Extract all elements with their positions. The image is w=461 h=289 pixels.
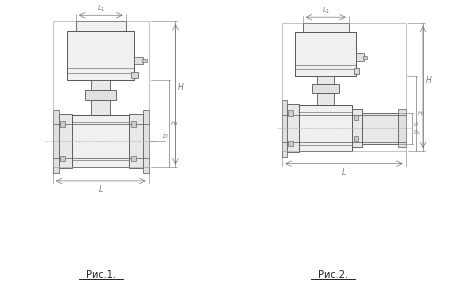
Bar (295, 32, 356, 76)
Bar (131, 155, 136, 161)
Text: $H$: $H$ (177, 81, 185, 92)
Bar (354, 68, 359, 74)
Bar (91, 99, 110, 115)
Bar (287, 104, 300, 152)
Text: $H_1$: $H_1$ (170, 119, 179, 128)
Bar (53, 21, 148, 168)
Bar (282, 99, 287, 157)
Bar (85, 90, 116, 99)
Bar (300, 105, 352, 151)
Bar (303, 23, 349, 32)
Bar (352, 109, 362, 147)
Bar (134, 57, 143, 64)
Text: $L_1$: $L_1$ (321, 5, 330, 16)
Text: $H_1$: $H_1$ (417, 109, 426, 118)
Bar (143, 110, 148, 173)
Text: $D$: $D$ (162, 132, 169, 140)
Bar (76, 21, 126, 31)
Bar (317, 76, 334, 84)
Bar (354, 115, 358, 120)
Text: Рис.1.: Рис.1. (86, 270, 116, 280)
Text: $L_1$: $L_1$ (96, 4, 105, 14)
Bar (91, 80, 110, 90)
Text: $L$: $L$ (98, 183, 104, 194)
Bar (67, 31, 134, 80)
Bar (289, 141, 293, 147)
Bar (363, 56, 367, 58)
Bar (289, 110, 293, 116)
Bar (142, 59, 147, 62)
Bar (356, 53, 364, 61)
Bar (398, 109, 406, 147)
Bar (131, 121, 136, 127)
Bar (362, 113, 398, 144)
Text: $D_s$: $D_s$ (414, 128, 421, 136)
Bar (59, 114, 72, 168)
Text: $H$: $H$ (425, 74, 432, 85)
Text: $d$: $d$ (414, 121, 420, 128)
Text: $L$: $L$ (341, 166, 347, 177)
Bar (130, 114, 143, 168)
Bar (72, 115, 130, 168)
Bar (317, 93, 334, 105)
Text: Рис.2.: Рис.2. (319, 270, 349, 280)
Bar (53, 110, 59, 173)
Bar (282, 23, 406, 151)
Bar (60, 121, 65, 127)
Bar (354, 136, 358, 141)
Bar (131, 72, 138, 78)
Bar (60, 155, 65, 161)
Bar (313, 84, 339, 93)
